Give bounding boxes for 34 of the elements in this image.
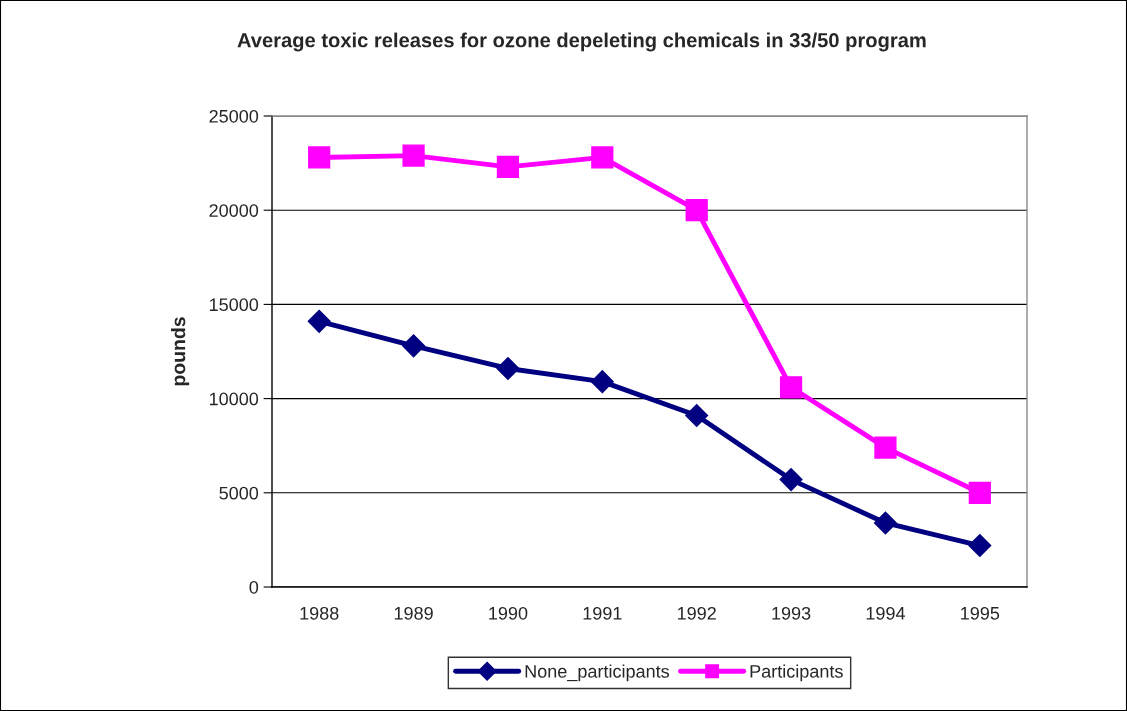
point bbox=[590, 370, 614, 394]
point bbox=[779, 468, 803, 492]
x-tick-label: 1995 bbox=[961, 606, 1000, 620]
y-tick-label: 15000 bbox=[209, 298, 259, 312]
point bbox=[308, 146, 331, 169]
x-tick-label: 1991 bbox=[583, 606, 622, 620]
point bbox=[685, 404, 709, 428]
point bbox=[968, 534, 992, 558]
x-tick-label: 1990 bbox=[489, 606, 528, 620]
point bbox=[968, 481, 991, 504]
y-tick-label: 0 bbox=[249, 580, 259, 594]
y-tick-label: 20000 bbox=[209, 204, 259, 217]
point bbox=[307, 309, 331, 333]
point bbox=[402, 334, 426, 358]
point bbox=[496, 356, 520, 380]
legend-label: None_participants bbox=[525, 664, 670, 682]
x-tick-label: 1994 bbox=[866, 606, 905, 620]
point bbox=[874, 436, 897, 459]
y-axis-title: pounds bbox=[171, 317, 190, 386]
point bbox=[779, 376, 803, 399]
y-tick-label: 25000 bbox=[209, 109, 259, 123]
x-tick-label: 1992 bbox=[677, 606, 716, 620]
x-tick-label: 1993 bbox=[772, 606, 811, 620]
x-tick-label: 1988 bbox=[300, 606, 339, 620]
y-tick-label: 5000 bbox=[219, 486, 259, 500]
x-tick-label: 1989 bbox=[394, 606, 433, 620]
y-tick-label: 10000 bbox=[209, 392, 259, 406]
point bbox=[685, 199, 708, 222]
chart-title: Average toxic releases for ozone depeleting chemicals in 33/50 program bbox=[237, 32, 926, 52]
point bbox=[402, 144, 425, 167]
point bbox=[591, 146, 614, 169]
point bbox=[873, 511, 897, 535]
legend-label: Participants bbox=[750, 664, 843, 682]
point bbox=[496, 155, 520, 178]
